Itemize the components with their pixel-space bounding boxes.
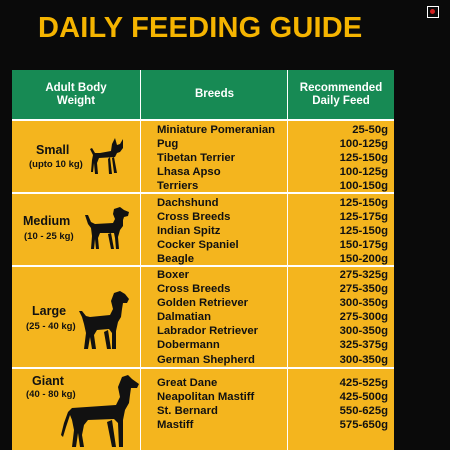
list-item: 425-525g (339, 377, 388, 389)
list-item: 100-150g (339, 180, 388, 193)
size-range: (25 - 40 kg) (26, 321, 76, 332)
column-divider (140, 70, 141, 450)
list-item: 275-350g (339, 283, 388, 296)
giant-dog-icon (60, 375, 140, 450)
list-item: 125-150g (339, 225, 388, 238)
list-item: 425-500g (339, 391, 388, 404)
size-name: Small (36, 143, 70, 157)
list-item: 125-150g (339, 197, 388, 209)
table-row-small: Small (upto 10 kg) Miniature Pomeranian … (12, 121, 394, 192)
list-item: 325-375g (339, 339, 388, 352)
feeding-table: Adult Body Weight Breeds Recommended Dai… (12, 70, 394, 450)
header-adult-body-weight: Adult Body Weight (45, 81, 107, 107)
medium-dog-icon (84, 206, 132, 252)
list-item: 300-350g (339, 353, 388, 366)
non-veg-mark-icon (427, 6, 439, 18)
list-item: 575-650g (339, 419, 388, 432)
list-item: Dalmatian (157, 311, 211, 324)
list-item: Lhasa Apso (157, 166, 221, 179)
feed-list: 125-150g 125-175g 125-150g 150-175g 150-… (287, 196, 388, 266)
list-item: Tibetan Terrier (157, 152, 236, 165)
size-range: (10 - 25 kg) (24, 231, 74, 242)
list-item: 125-175g (339, 211, 388, 224)
list-item: 300-350g (339, 325, 388, 338)
small-dog-icon (90, 136, 126, 176)
list-item: Indian Spitz (157, 225, 221, 238)
size-range: (40 - 80 kg) (26, 389, 76, 400)
size-name: Giant (32, 374, 64, 388)
list-item: Cocker Spaniel (157, 239, 239, 252)
page-title: DAILY FEEDING GUIDE (38, 12, 363, 44)
list-item: 300-350g (339, 297, 388, 310)
list-item: Golden Retriever (157, 297, 249, 310)
list-item: 275-325g (339, 269, 388, 281)
feed-list: 425-525g 425-500g 550-625g 575-650g (287, 376, 388, 432)
breed-list: Great Dane Neapolitan Mastiff St. Bernar… (157, 376, 254, 432)
list-item: Great Dane (157, 377, 218, 389)
list-item: 25-50g (352, 124, 388, 136)
list-item: 550-625g (339, 405, 388, 418)
table-row-giant: Giant (40 - 80 kg) Great Dane Neapolitan… (12, 369, 394, 450)
list-item: 150-200g (339, 253, 388, 266)
large-dog-icon (78, 291, 130, 353)
size-name: Large (32, 304, 67, 318)
list-item: Dachshund (157, 197, 219, 209)
breed-list: Boxer Cross Breeds Golden Retriever Dalm… (157, 268, 258, 367)
size-name: Medium (23, 214, 71, 228)
breed-list: Dachshund Cross Breeds Indian Spitz Cock… (157, 196, 239, 266)
header-recommended-daily-feed: Recommended Daily Feed (299, 81, 383, 107)
list-item: Mastiff (157, 419, 194, 432)
list-item: St. Bernard (157, 405, 218, 418)
table-row-large: Large (25 - 40 kg) Boxer Cross Breeds Go… (12, 267, 394, 367)
list-item: 275-300g (339, 311, 388, 324)
table-row-medium: Medium (10 - 25 kg) Dachshund Cross Bree… (12, 194, 394, 265)
list-item: 150-175g (339, 239, 388, 252)
list-item: 125-150g (339, 152, 388, 165)
breed-list: Miniature Pomeranian Pug Tibetan Terrier… (157, 123, 275, 193)
list-item: German Shepherd (157, 353, 255, 366)
list-item: 100-125g (339, 166, 388, 179)
column-divider (287, 70, 288, 450)
feed-list: 25-50g 100-125g 125-150g 100-125g 100-15… (287, 123, 388, 193)
list-item: Pug (157, 138, 179, 151)
list-item: 100-125g (339, 138, 388, 151)
list-item: Cross Breeds (157, 283, 231, 296)
feed-list: 275-325g 275-350g 300-350g 275-300g 300-… (287, 268, 388, 367)
size-range: (upto 10 kg) (29, 159, 83, 170)
list-item: Boxer (157, 269, 190, 281)
list-item: Beagle (157, 253, 195, 266)
table-header: Adult Body Weight Breeds Recommended Dai… (12, 70, 394, 119)
list-item: Cross Breeds (157, 211, 231, 224)
list-item: Neapolitan Mastiff (157, 391, 255, 404)
list-item: Miniature Pomeranian (157, 124, 276, 136)
list-item: Dobermann (157, 339, 220, 352)
list-item: Labrador Retriever (157, 325, 259, 338)
list-item: Terriers (157, 180, 199, 193)
header-breeds: Breeds (195, 88, 234, 100)
